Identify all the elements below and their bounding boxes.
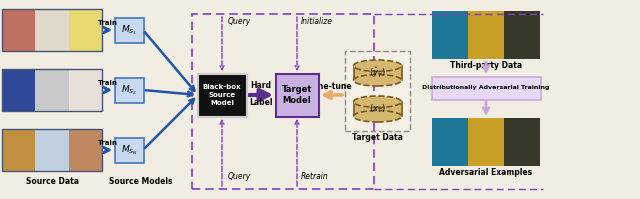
- Ellipse shape: [353, 75, 401, 86]
- Text: Adversarial Examples: Adversarial Examples: [440, 168, 532, 177]
- Bar: [432, 118, 468, 166]
- Bar: [504, 11, 540, 59]
- Bar: [2, 9, 35, 51]
- FancyBboxPatch shape: [115, 77, 143, 102]
- Text: Train: Train: [98, 140, 118, 146]
- Bar: [345, 51, 410, 131]
- Text: Query: Query: [228, 172, 252, 181]
- Text: $M_{S_1}$: $M_{S_1}$: [121, 23, 137, 37]
- Text: Distributionally Adversarial Training: Distributionally Adversarial Training: [422, 86, 550, 91]
- Bar: [2, 129, 102, 171]
- FancyBboxPatch shape: [275, 73, 319, 116]
- Text: $(x_T)$: $(x_T)$: [369, 103, 386, 115]
- Bar: [432, 11, 468, 59]
- Bar: [68, 9, 102, 51]
- Text: Third-party Data: Third-party Data: [450, 61, 522, 70]
- Bar: [2, 129, 35, 171]
- Text: Source Data: Source Data: [26, 177, 79, 186]
- Ellipse shape: [353, 111, 401, 122]
- Text: Target
Model: Target Model: [282, 85, 312, 105]
- Text: Train: Train: [98, 80, 118, 86]
- Bar: [192, 14, 374, 189]
- Text: $M_{S_2}$: $M_{S_2}$: [121, 83, 137, 97]
- Ellipse shape: [353, 60, 401, 71]
- Text: Train: Train: [98, 20, 118, 26]
- Text: Initialize: Initialize: [301, 17, 333, 26]
- Text: $(\hat{y}_T)$: $(\hat{y}_T)$: [369, 66, 386, 80]
- Text: Fine-tune: Fine-tune: [310, 82, 352, 91]
- FancyBboxPatch shape: [431, 76, 541, 100]
- FancyBboxPatch shape: [115, 138, 143, 163]
- Bar: [2, 9, 102, 51]
- Bar: [68, 69, 102, 111]
- Text: $M_{S_N}$: $M_{S_N}$: [120, 143, 138, 157]
- Bar: [35, 129, 68, 171]
- Bar: [353, 101, 401, 116]
- Bar: [2, 69, 35, 111]
- Bar: [2, 69, 102, 111]
- Bar: [468, 118, 504, 166]
- Text: Black-box
Source
Model: Black-box Source Model: [203, 84, 241, 106]
- Bar: [68, 129, 102, 171]
- Bar: [504, 118, 540, 166]
- Bar: [353, 65, 401, 80]
- Text: Query: Query: [228, 17, 252, 26]
- Ellipse shape: [353, 96, 401, 107]
- Text: Hard: Hard: [250, 81, 271, 90]
- FancyBboxPatch shape: [115, 18, 143, 43]
- Text: Label: Label: [249, 98, 273, 107]
- Bar: [468, 11, 504, 59]
- Bar: [35, 69, 68, 111]
- Text: Retrain: Retrain: [301, 172, 329, 181]
- Text: Source Models: Source Models: [109, 177, 173, 186]
- Bar: [35, 9, 68, 51]
- FancyBboxPatch shape: [198, 73, 246, 116]
- Text: Target Data: Target Data: [352, 133, 403, 142]
